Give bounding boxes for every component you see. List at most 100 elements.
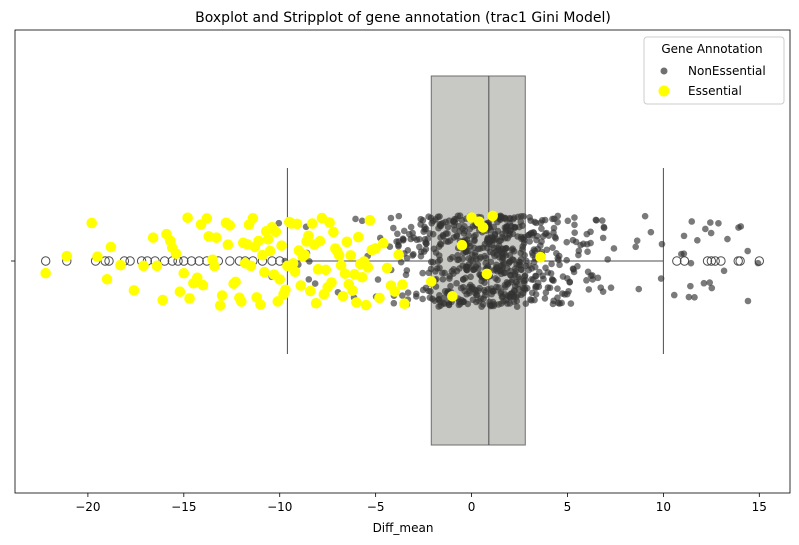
nonessential-point bbox=[552, 234, 559, 242]
nonessential-point bbox=[565, 287, 572, 295]
nonessential-point bbox=[275, 219, 283, 227]
nonessential-point bbox=[442, 238, 450, 245]
nonessential-point bbox=[641, 212, 649, 220]
nonessential-point bbox=[407, 223, 415, 231]
essential-point bbox=[216, 290, 228, 301]
nonessential-point bbox=[505, 260, 513, 267]
nonessential-point bbox=[744, 247, 751, 255]
nonessential-point bbox=[467, 256, 475, 264]
essential-point bbox=[299, 249, 310, 261]
nonessential-point bbox=[706, 279, 713, 286]
essential-point bbox=[393, 249, 404, 261]
essential-point bbox=[314, 235, 326, 247]
essential-point bbox=[157, 294, 169, 306]
essential-point bbox=[276, 240, 287, 251]
nonessential-point bbox=[518, 266, 525, 274]
nonessential-point bbox=[594, 274, 602, 282]
nonessential-point bbox=[445, 301, 453, 309]
essential-point bbox=[477, 222, 489, 233]
nonessential-point bbox=[702, 225, 709, 233]
nonessential-point bbox=[439, 275, 447, 283]
nonessential-point bbox=[467, 273, 474, 281]
nonessential-point bbox=[490, 266, 498, 274]
nonessential-point bbox=[584, 248, 591, 256]
nonessential-point bbox=[477, 295, 485, 302]
nonessential-point bbox=[446, 272, 454, 280]
nonessential-point bbox=[519, 289, 527, 297]
nonessential-point bbox=[720, 267, 728, 275]
nonessential-point bbox=[500, 259, 508, 267]
essential-point bbox=[381, 262, 393, 274]
series-essential bbox=[40, 210, 546, 311]
nonessential-point bbox=[528, 276, 535, 283]
essential-point bbox=[151, 260, 163, 272]
nonessential-point bbox=[492, 275, 499, 282]
nonessential-point bbox=[394, 230, 401, 238]
nonessential-point bbox=[532, 284, 539, 292]
outlier-point bbox=[179, 256, 189, 266]
essential-point bbox=[128, 285, 140, 296]
nonessential-point bbox=[539, 272, 546, 280]
essential-point bbox=[291, 218, 303, 230]
nonessential-point bbox=[670, 291, 678, 299]
essential-point bbox=[378, 237, 389, 249]
nonessential-point bbox=[450, 221, 458, 229]
nonessential-point bbox=[538, 238, 545, 245]
nonessential-point bbox=[700, 279, 708, 287]
essential-point bbox=[370, 243, 381, 254]
nonessential-point bbox=[429, 259, 437, 266]
essential-point bbox=[272, 296, 284, 307]
nonessential-point bbox=[585, 286, 593, 293]
nonessential-point bbox=[434, 258, 442, 266]
nonessential-point bbox=[456, 298, 463, 306]
nonessential-point bbox=[531, 218, 538, 226]
nonessential-point bbox=[633, 237, 641, 244]
nonessential-point bbox=[542, 289, 550, 296]
nonessential-point bbox=[553, 249, 560, 257]
nonessential-point bbox=[311, 280, 319, 287]
nonessential-point bbox=[597, 284, 605, 291]
nonessential-point bbox=[572, 238, 580, 246]
essential-point bbox=[138, 260, 149, 272]
nonessential-point bbox=[390, 299, 398, 307]
nonessential-point bbox=[531, 296, 538, 304]
essential-point bbox=[274, 274, 286, 285]
essential-point bbox=[289, 266, 301, 278]
nonessential-point bbox=[647, 228, 655, 236]
x-tick-label: 10 bbox=[656, 500, 671, 514]
nonessential-point bbox=[658, 240, 666, 248]
x-tick-label: −10 bbox=[267, 500, 292, 514]
essential-point bbox=[335, 260, 347, 271]
nonessential-point bbox=[448, 267, 456, 275]
nonessential-point bbox=[550, 297, 557, 305]
nonessential-point bbox=[515, 285, 523, 293]
nonessential-point bbox=[522, 300, 530, 307]
nonessential-point bbox=[446, 255, 454, 263]
essential-point bbox=[351, 297, 362, 308]
nonessential-point bbox=[688, 218, 696, 225]
nonessential-point bbox=[542, 264, 549, 272]
nonessential-point bbox=[563, 238, 571, 246]
nonessential-point bbox=[497, 213, 504, 221]
outlier-point bbox=[225, 256, 235, 266]
essential-point bbox=[191, 272, 203, 284]
outlier-point bbox=[706, 256, 717, 266]
nonessential-point bbox=[532, 291, 540, 298]
nonessential-point bbox=[707, 219, 714, 226]
essential-point bbox=[328, 226, 339, 238]
nonessential-point bbox=[724, 235, 731, 243]
nonessential-point bbox=[475, 265, 482, 272]
nonessential-point bbox=[484, 286, 492, 293]
x-tick-label: −5 bbox=[367, 500, 385, 514]
nonessential-point bbox=[404, 247, 412, 254]
nonessential-point bbox=[459, 255, 467, 263]
nonessential-point bbox=[453, 279, 460, 287]
essential-point bbox=[178, 267, 190, 279]
essential-point bbox=[224, 220, 236, 231]
nonessential-point bbox=[598, 217, 606, 224]
nonessential-point bbox=[543, 246, 551, 254]
nonessential-point bbox=[509, 245, 516, 252]
essential-point bbox=[374, 292, 385, 304]
nonessential-point bbox=[420, 248, 428, 255]
nonessential-point bbox=[567, 300, 575, 307]
